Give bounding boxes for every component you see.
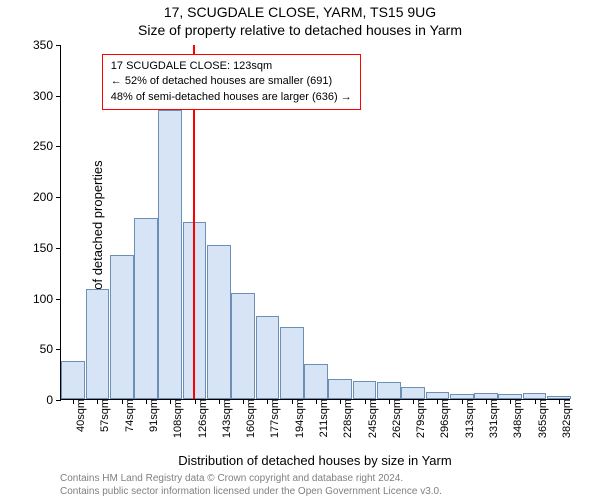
- footer-attribution: Contains HM Land Registry data © Crown c…: [60, 472, 570, 498]
- y-tick-mark: [56, 96, 61, 97]
- x-tick-mark: [510, 399, 511, 404]
- x-tick-mark: [559, 399, 560, 404]
- x-tick-mark: [122, 399, 123, 404]
- x-tick-mark: [243, 399, 244, 404]
- annotation-line1: 17 SCUGDALE CLOSE: 123sqm: [111, 59, 352, 74]
- x-tick-label: 40sqm: [69, 399, 87, 432]
- x-tick-mark: [340, 399, 341, 404]
- plot-area: 05010015020025030035040sqm57sqm74sqm91sq…: [60, 45, 570, 400]
- x-tick-label: 365sqm: [531, 399, 549, 438]
- y-tick-mark: [56, 45, 61, 46]
- x-tick-label: 313sqm: [458, 399, 476, 438]
- x-tick-label: 228sqm: [336, 399, 354, 438]
- bar: [110, 255, 134, 399]
- x-tick-mark: [267, 399, 268, 404]
- chart-container: 17, SCUGDALE CLOSE, YARM, TS15 9UG Size …: [0, 0, 600, 500]
- x-tick-mark: [486, 399, 487, 404]
- title-sub: Size of property relative to detached ho…: [0, 22, 600, 38]
- x-tick-label: 91sqm: [142, 399, 160, 432]
- bar: [377, 382, 401, 399]
- x-tick-mark: [462, 399, 463, 404]
- x-tick-label: 194sqm: [288, 399, 306, 438]
- bar: [304, 364, 328, 400]
- bar: [353, 381, 377, 399]
- x-tick-label: 262sqm: [385, 399, 403, 438]
- y-tick-mark: [56, 146, 61, 147]
- x-tick-label: 211sqm: [312, 399, 330, 437]
- y-tick-mark: [56, 299, 61, 300]
- annotation-line2: ← 52% of detached houses are smaller (69…: [111, 74, 352, 89]
- bar: [61, 361, 85, 399]
- footer-line1: Contains HM Land Registry data © Crown c…: [60, 472, 570, 485]
- y-tick-mark: [56, 349, 61, 350]
- x-tick-mark: [195, 399, 196, 404]
- bar: [280, 327, 304, 399]
- x-tick-label: 296sqm: [433, 399, 451, 438]
- x-tick-mark: [316, 399, 317, 404]
- title-main: 17, SCUGDALE CLOSE, YARM, TS15 9UG: [0, 4, 600, 20]
- annotation-box: 17 SCUGDALE CLOSE: 123sqm← 52% of detach…: [102, 54, 361, 110]
- y-tick-mark: [56, 248, 61, 249]
- x-tick-label: 126sqm: [191, 399, 209, 438]
- x-tick-mark: [170, 399, 171, 404]
- x-tick-label: 245sqm: [361, 399, 379, 438]
- bar: [256, 316, 280, 399]
- x-tick-mark: [413, 399, 414, 404]
- bar: [328, 379, 352, 399]
- footer-line2: Contains public sector information licen…: [60, 485, 570, 498]
- x-tick-label: 74sqm: [118, 399, 136, 432]
- x-tick-label: 57sqm: [93, 399, 111, 432]
- x-tick-label: 382sqm: [555, 399, 573, 438]
- x-tick-mark: [389, 399, 390, 404]
- x-tick-label: 160sqm: [239, 399, 257, 438]
- x-tick-label: 108sqm: [166, 399, 184, 438]
- x-tick-mark: [146, 399, 147, 404]
- x-tick-mark: [535, 399, 536, 404]
- x-tick-label: 143sqm: [215, 399, 233, 438]
- y-tick-mark: [56, 197, 61, 198]
- x-tick-mark: [97, 399, 98, 404]
- bar: [86, 289, 110, 399]
- x-tick-mark: [73, 399, 74, 404]
- y-tick-mark: [56, 400, 61, 401]
- bar: [207, 245, 231, 399]
- x-tick-mark: [365, 399, 366, 404]
- bar: [401, 387, 425, 399]
- bar: [231, 293, 255, 400]
- x-tick-label: 348sqm: [506, 399, 524, 438]
- x-tick-label: 279sqm: [409, 399, 427, 438]
- bar: [426, 392, 450, 399]
- x-tick-mark: [219, 399, 220, 404]
- x-tick-label: 177sqm: [263, 399, 281, 438]
- annotation-line3: 48% of semi-detached houses are larger (…: [111, 90, 352, 105]
- x-axis-label: Distribution of detached houses by size …: [60, 453, 570, 468]
- x-tick-label: 331sqm: [482, 399, 500, 438]
- x-tick-mark: [292, 399, 293, 404]
- x-tick-mark: [437, 399, 438, 404]
- bar: [158, 110, 182, 399]
- bar: [134, 218, 158, 399]
